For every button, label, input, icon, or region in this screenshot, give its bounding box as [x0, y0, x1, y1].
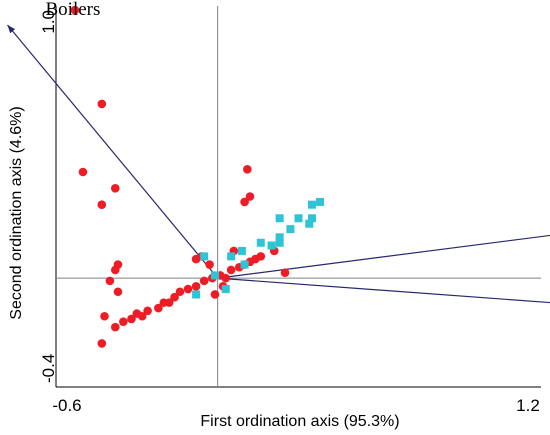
data-point-square [294, 214, 303, 223]
data-point-circle [240, 197, 249, 207]
data-point-circle [119, 317, 128, 326]
data-point-circle [97, 99, 107, 109]
data-point-circle [97, 339, 107, 348]
data-point-square [275, 233, 284, 242]
data-point-circle [221, 273, 231, 283]
data-point-circle [110, 265, 120, 275]
data-point-circle [110, 184, 120, 193]
boilers-vector [7, 24, 219, 279]
data-point-circle [205, 260, 214, 269]
data-point-circle [97, 200, 107, 209]
x-tick-label-min: -0.6 [52, 396, 81, 415]
data-point-square [227, 252, 236, 261]
data-point-circle [245, 192, 255, 201]
data-point-circle [154, 303, 163, 313]
x-axis-title: First ordination axis (95.3%) [200, 413, 399, 430]
y-axis-title: Second ordination axis (4.6%) [8, 106, 25, 319]
data-point-circle [110, 322, 120, 332]
data-point-square [210, 271, 219, 280]
data-point-circle [170, 292, 179, 302]
data-point-square [267, 241, 276, 250]
y-tick-label-max: 1.0 [39, 10, 58, 34]
generation-units-vector [217, 277, 550, 304]
data-point-circle [127, 314, 136, 324]
data-point-circle [280, 268, 290, 278]
data-point-circle [100, 311, 109, 321]
data-point-square [192, 290, 201, 299]
data-point-square [307, 200, 316, 209]
data-point-circle [256, 252, 266, 261]
data-point-circle [226, 265, 236, 275]
data-point-square [256, 238, 265, 247]
boilers-arrowhead-icon [7, 25, 16, 34]
data-point-circle [105, 276, 115, 286]
data-point-circle [210, 290, 220, 299]
data-point-circle [113, 287, 123, 297]
data-point-square [275, 238, 284, 247]
data-point-circle [175, 287, 185, 297]
y-tick-label-min: -0.4 [39, 354, 58, 383]
data-point-circle [137, 311, 147, 321]
data-point-square [240, 260, 249, 269]
data-point-circle [164, 298, 174, 307]
vector-label-layer: BoilersProductionGeneration units [46, 0, 101, 20]
data-point-square [286, 225, 295, 234]
point-layer [70, 5, 325, 348]
boilers-vector-label: Boilers [46, 0, 101, 20]
data-point-square [237, 246, 246, 255]
data-point-circle [143, 306, 152, 316]
x-tick-label-max: 1.2 [516, 396, 540, 415]
data-point-circle [183, 284, 193, 294]
data-point-square [221, 285, 230, 294]
production-vector [217, 234, 550, 279]
data-point-circle [191, 282, 201, 291]
data-point-square [307, 214, 316, 223]
data-point-circle [199, 276, 209, 286]
data-point-square [305, 219, 314, 228]
data-point-square [316, 197, 325, 206]
data-point-square [200, 252, 209, 261]
data-point-circle [78, 167, 88, 177]
data-point-circle [191, 254, 201, 264]
vector-layer [7, 24, 550, 304]
data-point-square [275, 214, 284, 223]
data-point-circle [70, 5, 80, 15]
data-point-circle [243, 164, 252, 174]
